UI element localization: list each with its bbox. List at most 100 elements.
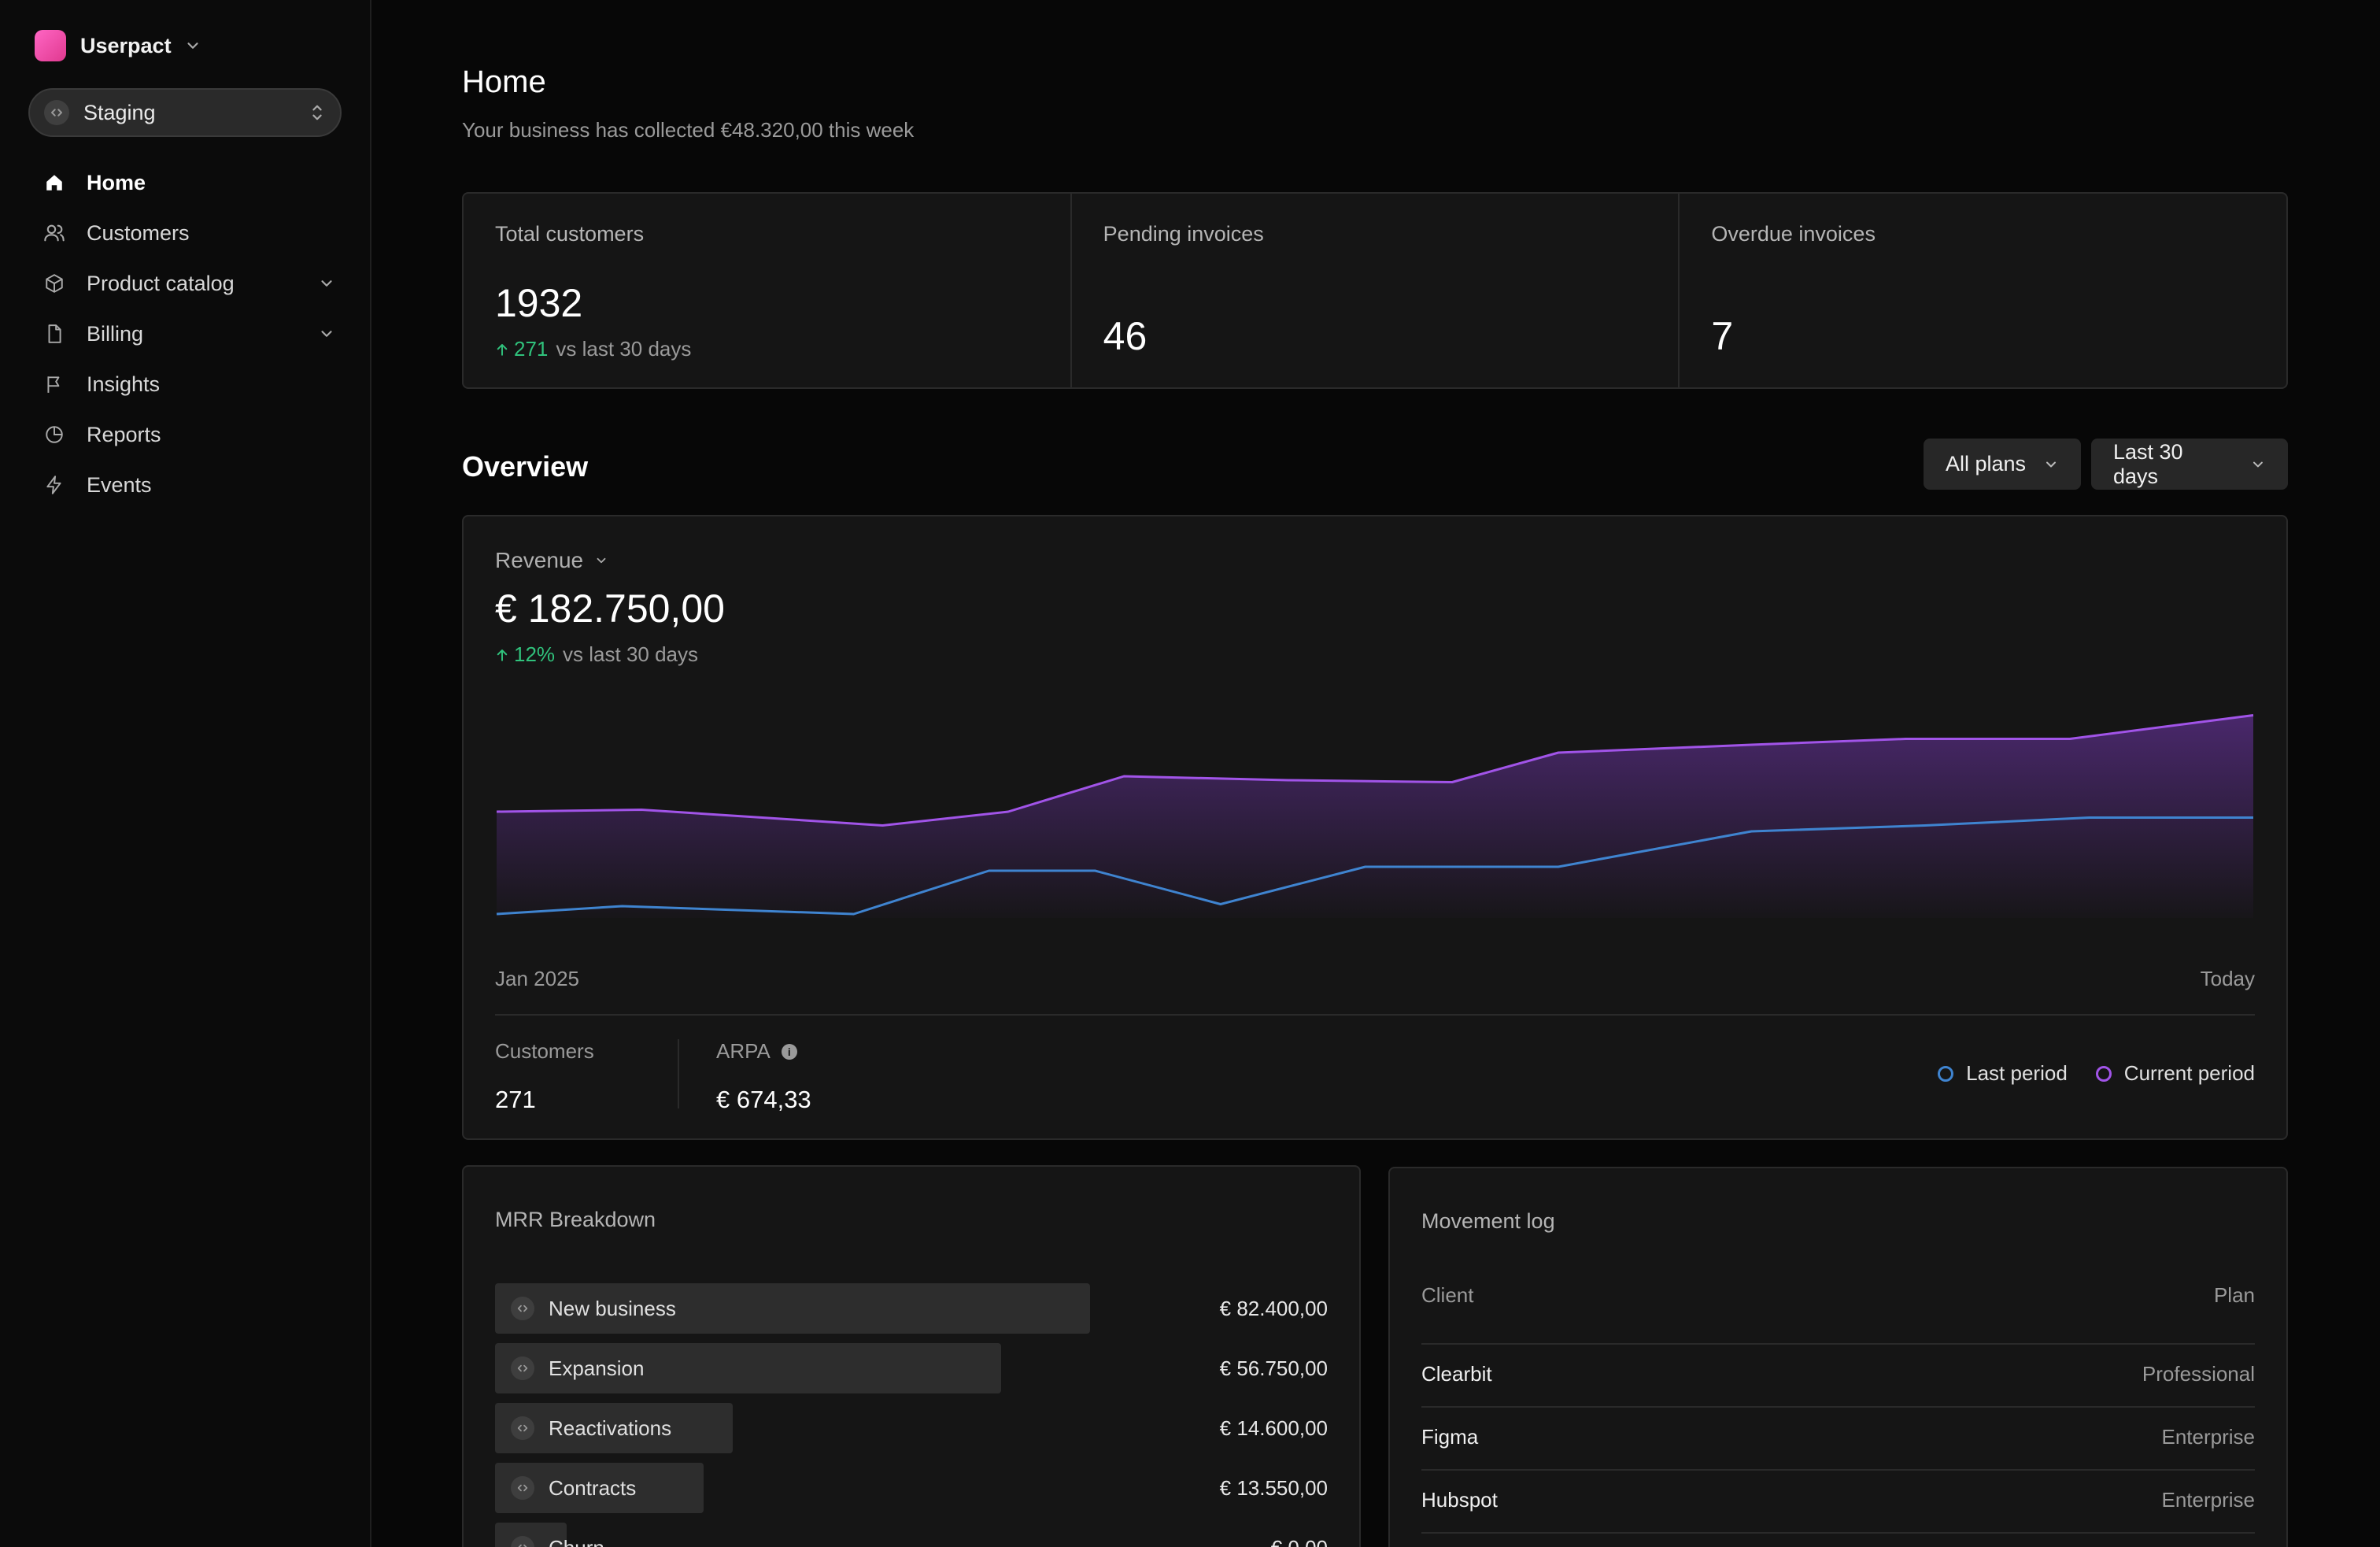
- mrr-label: Reactivations: [549, 1416, 672, 1440]
- mrr-row[interactable]: Contracts € 13.550,00: [495, 1463, 1328, 1513]
- mrr-row[interactable]: Churn€ 0,00: [495, 1523, 1328, 1547]
- info-icon[interactable]: i: [781, 1043, 797, 1060]
- revenue-metric-select[interactable]: Revenue: [495, 548, 608, 573]
- delta-text: vs last 30 days: [556, 337, 692, 361]
- plan-cell: Enterprise: [2161, 1425, 2256, 1449]
- home-icon: [42, 171, 66, 194]
- page-subtitle: Your business has collected €48.320,00 t…: [462, 118, 915, 142]
- mrr-bar: [495, 1403, 733, 1453]
- mrr-label: Churn: [549, 1536, 1271, 1547]
- stat-label: Overdue invoices: [1711, 222, 1876, 246]
- bolt-icon: [42, 473, 66, 497]
- table-row[interactable]: Clearbit Professional: [1421, 1362, 2255, 1386]
- box-icon: [42, 272, 66, 295]
- code-icon: [511, 1476, 534, 1500]
- plans-filter[interactable]: All plans: [1924, 439, 2082, 490]
- legend-label: Current period: [2123, 1061, 2255, 1085]
- revenue-delta: 12% vs last 30 days: [495, 642, 698, 667]
- panel-title: Movement log: [1421, 1209, 1555, 1233]
- mrr-value: € 82.400,00: [1219, 1296, 1328, 1320]
- divider: [1421, 1343, 2255, 1345]
- stat-total-customers[interactable]: Total customers 1932 271 vs last 30 days: [464, 194, 1072, 387]
- mrr-value: € 13.550,00: [1219, 1475, 1328, 1500]
- main-nav: Home Customers Product catalog Billing: [28, 157, 342, 510]
- sidebar-item-billing[interactable]: Billing: [28, 309, 342, 359]
- column-header-client[interactable]: Client: [1421, 1283, 1474, 1307]
- code-icon: [511, 1297, 534, 1320]
- stat-pending-invoices[interactable]: Pending invoices 46: [1072, 194, 1680, 387]
- environment-select[interactable]: Staging: [28, 88, 342, 137]
- revenue-value: € 182.750,00: [495, 587, 725, 631]
- client-cell: Figma: [1421, 1425, 1479, 1449]
- x-axis-start-label: Jan 2025: [495, 967, 579, 990]
- arrow-up-icon: [497, 343, 508, 356]
- divider: [1421, 1532, 2255, 1534]
- legend-last-period[interactable]: Last period: [1938, 1061, 2068, 1086]
- sidebar-item-product-catalog[interactable]: Product catalog: [28, 258, 342, 309]
- stat-label: Total customers: [495, 222, 645, 246]
- legend-dot: [2095, 1065, 2112, 1082]
- delta-value: 12%: [514, 642, 556, 666]
- mrr-bar: [495, 1343, 1001, 1393]
- legend-current-period[interactable]: Current period: [2095, 1061, 2255, 1086]
- sidebar-item-label: Customers: [87, 220, 190, 245]
- arpa-label: ARPA: [716, 1039, 771, 1063]
- chevron-down-icon: [187, 43, 198, 49]
- sidebar-item-label: Product catalog: [87, 271, 235, 295]
- mrr-label: Contracts: [549, 1475, 637, 1500]
- metric-customers: Customers 271: [495, 1039, 594, 1114]
- series-line-last-period[interactable]: [496, 816, 2253, 916]
- chevron-down-icon: [321, 331, 332, 337]
- stat-label: Pending invoices: [1103, 222, 1264, 246]
- workspace-switcher[interactable]: Userpact: [28, 28, 342, 63]
- metric-arpa: ARPA i € 674,33: [716, 1039, 811, 1114]
- mrr-label: Expansion: [549, 1356, 645, 1380]
- revenue-card: Revenue € 182.750,00 12% vs last 30 days…: [462, 515, 2288, 1140]
- table-row[interactable]: Figma Enterprise: [1421, 1425, 2255, 1449]
- sidebar-item-label: Insights: [87, 372, 161, 396]
- code-icon: [511, 1416, 534, 1440]
- trend-up: 271: [495, 337, 548, 361]
- mrr-label: New business: [549, 1296, 676, 1320]
- sidebar-item-events[interactable]: Events: [28, 460, 342, 510]
- divider: [678, 1039, 679, 1108]
- pie-chart-icon: [42, 423, 66, 446]
- arrow-up-icon: [497, 649, 508, 661]
- mrr-row[interactable]: New business € 82.400,00: [495, 1283, 1328, 1334]
- code-icon: [44, 100, 69, 125]
- series-line-current-period[interactable]: [496, 714, 2254, 827]
- metric-label: Customers: [495, 1039, 594, 1063]
- column-header-plan[interactable]: Plan: [2213, 1283, 2255, 1307]
- metric-label: ARPA i: [716, 1039, 811, 1064]
- mrr-row[interactable]: Expansion € 56.750,00: [495, 1343, 1328, 1393]
- sidebar-item-home[interactable]: Home: [28, 157, 342, 208]
- delta-text: vs last 30 days: [563, 642, 699, 666]
- stat-overdue-invoices[interactable]: Overdue invoices 7: [1680, 194, 2286, 387]
- trend-up: 12%: [495, 642, 555, 667]
- divider: [1421, 1469, 2255, 1471]
- flag-icon: [42, 372, 66, 396]
- client-cell: Clearbit: [1421, 1362, 1492, 1386]
- users-icon: [42, 221, 66, 245]
- sidebar-item-label: Home: [87, 170, 146, 194]
- plan-cell: Professional: [2142, 1362, 2255, 1386]
- chevron-up-down-icon: [312, 105, 322, 120]
- chevron-down-icon: [2253, 461, 2264, 467]
- table-header: Client Plan: [1421, 1283, 2255, 1308]
- period-filter[interactable]: Last 30 days: [2091, 439, 2288, 490]
- mrr-row[interactable]: Reactivations € 14.600,00: [495, 1403, 1328, 1453]
- chevron-down-icon: [321, 280, 332, 287]
- series-area-current-period: [497, 715, 2253, 918]
- sidebar-item-reports[interactable]: Reports: [28, 409, 342, 460]
- sidebar-item-insights[interactable]: Insights: [28, 359, 342, 409]
- sidebar-item-customers[interactable]: Customers: [28, 208, 342, 258]
- table-row[interactable]: Hubspot Enterprise: [1421, 1488, 2255, 1512]
- movement-log-panel: Movement log Client Plan Clearbit Profess…: [1388, 1167, 2288, 1547]
- mrr-value: € 0,00: [1271, 1536, 1328, 1547]
- stat-delta: 271 vs last 30 days: [495, 337, 691, 361]
- environment-label: Staging: [83, 100, 156, 124]
- sidebar-item-label: Billing: [87, 321, 144, 346]
- legend-dot: [1938, 1065, 1954, 1082]
- revenue-chart[interactable]: [495, 674, 2255, 957]
- sidebar-item-label: Events: [87, 472, 152, 497]
